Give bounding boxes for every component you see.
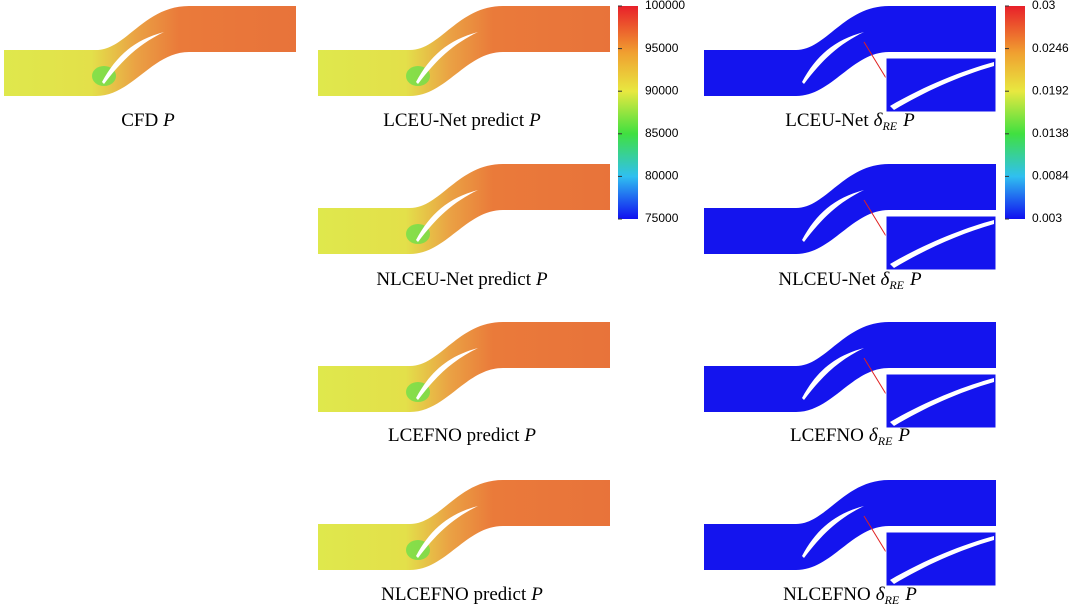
arrow bbox=[863, 41, 887, 79]
colorbar-label: 0.0192 bbox=[1032, 83, 1069, 97]
caption-text: LCEFNO bbox=[790, 425, 864, 446]
caption-var: P bbox=[162, 110, 175, 131]
caption: LCEU-Net predict P bbox=[383, 110, 541, 131]
caption-symbol: δ bbox=[874, 110, 884, 131]
caption-text: NLCEU-Net predict bbox=[376, 269, 531, 290]
caption-text: LCEU-Net predict bbox=[383, 110, 525, 131]
duct bbox=[318, 480, 610, 570]
colorbar-label: 80000 bbox=[645, 169, 679, 183]
flow-field bbox=[318, 164, 610, 254]
flow-field bbox=[4, 6, 296, 96]
caption: NLCEU-Net δRE P bbox=[778, 269, 922, 292]
duct bbox=[704, 6, 996, 96]
colorbar-label: 90000 bbox=[645, 83, 679, 97]
caption-symbol: δ bbox=[869, 425, 879, 446]
duct bbox=[704, 322, 996, 412]
caption-var: P bbox=[904, 584, 917, 605]
caption-symbol: δ bbox=[876, 584, 886, 605]
inset-blade bbox=[890, 220, 994, 268]
flow-field bbox=[318, 480, 610, 570]
caption-var: P bbox=[902, 110, 915, 131]
flow-field bbox=[318, 6, 610, 96]
arrow bbox=[863, 357, 887, 395]
caption: NLCEU-Net predict P bbox=[376, 269, 548, 290]
flow-field bbox=[704, 322, 997, 429]
flow-field bbox=[318, 322, 610, 412]
caption-var: P bbox=[897, 425, 910, 446]
arrow bbox=[863, 199, 887, 237]
caption: LCEFNO predict P bbox=[388, 425, 536, 446]
duct bbox=[704, 480, 996, 570]
flow-field bbox=[704, 480, 997, 587]
colorbar-label: 0.0138 bbox=[1032, 126, 1069, 140]
caption-var: P bbox=[523, 425, 536, 446]
duct bbox=[4, 6, 296, 96]
caption-subscript: RE bbox=[881, 119, 897, 133]
caption-subscript: RE bbox=[877, 434, 893, 448]
flow-field bbox=[704, 6, 997, 113]
colorbar-label: 0.0084 bbox=[1032, 169, 1069, 183]
duct bbox=[704, 164, 996, 254]
caption: NLCEFNO predict P bbox=[381, 584, 543, 605]
caption-text: NLCEU-Net bbox=[778, 269, 876, 290]
inset-blade bbox=[890, 62, 994, 110]
caption-var: P bbox=[530, 584, 543, 605]
caption-text: LCEFNO predict bbox=[388, 425, 520, 446]
inset-blade bbox=[890, 536, 994, 584]
colorbar-label: 95000 bbox=[645, 41, 679, 55]
colorbar-label: 85000 bbox=[645, 126, 679, 140]
caption: LCEFNO δRE P bbox=[790, 425, 910, 448]
caption: NLCEFNO δRE P bbox=[783, 584, 917, 607]
colorbar-label: 0.003 bbox=[1032, 211, 1062, 225]
colorbar-label: 0.0246 bbox=[1032, 41, 1069, 55]
duct bbox=[318, 164, 610, 254]
colorbar-label: 100000 bbox=[645, 0, 685, 12]
colorbar-label: 0.03 bbox=[1032, 0, 1056, 12]
caption-var: P bbox=[528, 110, 541, 131]
caption: LCEU-Net δRE P bbox=[785, 110, 915, 133]
duct bbox=[318, 322, 610, 412]
caption-text: CFD bbox=[121, 110, 158, 131]
caption-text: LCEU-Net bbox=[785, 110, 869, 131]
caption-var: P bbox=[535, 269, 548, 290]
caption: CFD P bbox=[121, 110, 175, 131]
colorbar-label: 75000 bbox=[645, 211, 679, 225]
caption-var: P bbox=[909, 269, 922, 290]
colorbar bbox=[1005, 6, 1025, 219]
inset-blade bbox=[890, 378, 994, 426]
duct bbox=[318, 6, 610, 96]
arrow bbox=[863, 515, 887, 553]
caption-subscript: RE bbox=[884, 593, 900, 607]
caption-text: NLCEFNO bbox=[783, 584, 871, 605]
caption-subscript: RE bbox=[888, 278, 904, 292]
colorbar bbox=[618, 6, 638, 219]
flow-field bbox=[704, 164, 997, 271]
caption-text: NLCEFNO predict bbox=[381, 584, 527, 605]
caption-symbol: δ bbox=[880, 269, 890, 290]
